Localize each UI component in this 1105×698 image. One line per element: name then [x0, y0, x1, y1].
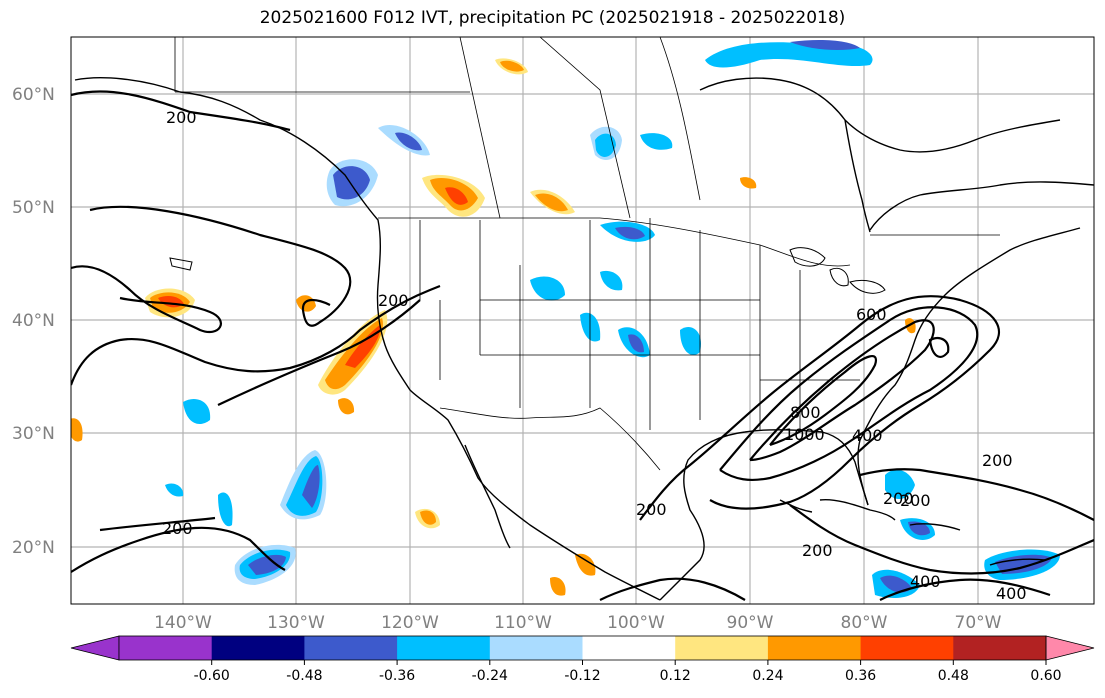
lat-label-20: 20°N	[12, 538, 55, 558]
colorbar-tick-label: -0.60	[194, 668, 230, 684]
colorbar-bin	[397, 636, 490, 660]
colorbar-tick-label: 0.36	[845, 668, 876, 684]
map-figure: 200 200 200 200 200 200 200 200 400 400 …	[0, 0, 1105, 698]
colorbar-extend-over	[1046, 636, 1094, 660]
lon-label-140w: 140°W	[154, 613, 212, 633]
colorbar-bins	[119, 636, 1047, 660]
colorbar-extend-under	[71, 636, 119, 660]
colorbar-bin	[119, 636, 212, 660]
colorbar-bin	[953, 636, 1046, 660]
lat-label-60: 60°N	[12, 85, 55, 105]
contour-label-200: 200	[883, 489, 914, 508]
colorbar-bin	[675, 636, 768, 660]
colorbar-tick-label: 0.60	[1030, 668, 1061, 684]
colorbar-tick-label: 0.48	[938, 668, 969, 684]
contour-label-600: 600	[856, 305, 887, 324]
contour-label-1000: 1000	[784, 425, 825, 444]
colorbar-tick-label: -0.12	[564, 668, 600, 684]
lon-label-80w: 80°W	[841, 613, 888, 633]
lon-label-70w: 70°W	[955, 613, 1002, 633]
lon-label-130w: 130°W	[267, 613, 325, 633]
contour-label-200: 200	[982, 451, 1013, 470]
colorbar-tick-label: 0.24	[752, 668, 783, 684]
colorbar-bin	[861, 636, 954, 660]
contour-label-400: 400	[910, 572, 941, 591]
contour-label-400: 400	[852, 426, 883, 445]
contour-label-200: 200	[802, 541, 833, 560]
contour-label-800: 800	[790, 403, 821, 422]
colorbar-tick-label: -0.24	[472, 668, 508, 684]
contour-label-200: 200	[162, 519, 193, 538]
colorbar-bin	[490, 636, 583, 660]
colorbar-tick-label: -0.48	[286, 668, 322, 684]
lon-label-100w: 100°W	[607, 613, 665, 633]
colorbar-ticks: -0.60 -0.48 -0.36 -0.24 -0.12 0.12 0.24 0.36 0.4…	[194, 660, 1062, 684]
colorbar: -0.60 -0.48 -0.36 -0.24 -0.12 0.12 0.24 0.36 0.4…	[71, 636, 1094, 684]
lat-label-40: 40°N	[12, 311, 55, 331]
colorbar-tick-label: 0.12	[660, 668, 691, 684]
colorbar-bin	[768, 636, 861, 660]
colorbar-tick-label: -0.36	[379, 668, 415, 684]
colorbar-bin	[583, 636, 676, 660]
lon-label-90w: 90°W	[727, 613, 774, 633]
lat-label-30: 30°N	[12, 424, 55, 444]
lon-labels: 140°W 130°W 120°W 110°W 100°W 90°W 80°W …	[154, 613, 1002, 633]
lon-label-110w: 110°W	[494, 613, 552, 633]
lat-label-50: 50°N	[12, 198, 55, 218]
lat-labels: 60°N 50°N 40°N 30°N 20°N	[12, 85, 55, 558]
contour-label-200: 200	[378, 291, 409, 310]
colorbar-bin	[212, 636, 305, 660]
contour-label-200: 200	[636, 500, 667, 519]
colorbar-bin	[304, 636, 397, 660]
lon-label-120w: 120°W	[381, 613, 439, 633]
contour-label-400: 400	[996, 584, 1027, 603]
contour-label-200: 200	[166, 108, 197, 127]
